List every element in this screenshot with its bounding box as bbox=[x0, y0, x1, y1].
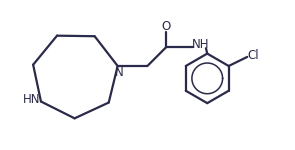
Text: Cl: Cl bbox=[247, 49, 259, 62]
Text: NH: NH bbox=[191, 38, 209, 51]
Text: N: N bbox=[115, 66, 124, 79]
Text: O: O bbox=[161, 20, 171, 33]
Text: HN: HN bbox=[23, 93, 41, 106]
